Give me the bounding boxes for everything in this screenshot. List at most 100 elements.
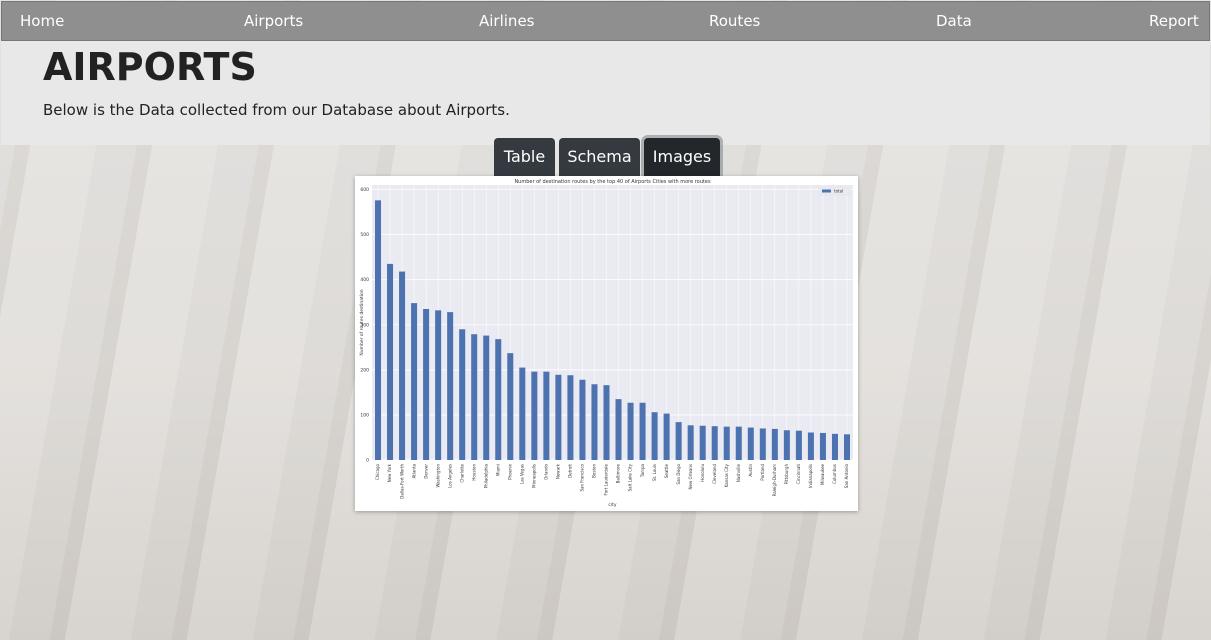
- bar: [399, 271, 406, 460]
- y-tick-label: 600: [360, 187, 369, 193]
- x-tick-label: San Antonio: [844, 463, 849, 488]
- x-axis-label: city: [608, 502, 616, 508]
- chart-image: Number of destination routes by the top …: [355, 176, 858, 511]
- chart-title: Number of destination routes by the top …: [514, 179, 711, 185]
- x-tick-label: Salt Lake City: [628, 463, 633, 491]
- x-tick-label: Newark: [556, 463, 561, 479]
- x-tick-label: Seattle: [664, 463, 669, 478]
- bar: [723, 426, 730, 460]
- nav-link[interactable]: Home: [20, 12, 65, 30]
- x-tick-label: Pittsburgh: [784, 464, 789, 485]
- x-tick-label: New Orleans: [688, 464, 693, 489]
- bar: [843, 434, 850, 460]
- x-tick-label: Raleigh-Durham: [772, 464, 777, 497]
- x-tick-label: Honolulu: [700, 464, 705, 482]
- x-tick-label: New York: [387, 463, 392, 482]
- bar: [495, 339, 502, 460]
- x-tick-label: Portland: [760, 464, 765, 481]
- bar: [759, 428, 766, 460]
- bar: [831, 433, 838, 460]
- page-title: AIRPORTS: [43, 45, 257, 89]
- plot-area: [372, 185, 853, 460]
- bar: [627, 402, 634, 460]
- y-tick-label: 300: [360, 322, 369, 328]
- y-axis-label: Number of routes destination: [359, 289, 365, 355]
- bar: [699, 425, 706, 460]
- x-tick-label: Los Angeles: [447, 464, 452, 488]
- legend-box: [818, 186, 851, 196]
- x-tick-label: Washington: [435, 464, 440, 488]
- bar: [555, 374, 562, 460]
- bar: [783, 430, 790, 460]
- nav-link[interactable]: Airlines: [479, 12, 535, 30]
- x-tick-label: Las Vegas: [520, 464, 525, 484]
- bar: [459, 329, 466, 460]
- y-tick-label: 500: [360, 232, 369, 238]
- y-tick-label: 200: [360, 367, 369, 373]
- y-tick-label: 100: [360, 412, 369, 418]
- legend-swatch: [822, 189, 831, 193]
- bar: [771, 428, 778, 460]
- x-tick-label: Charlotte: [459, 463, 464, 482]
- x-tick-label: Baltimore: [616, 463, 621, 483]
- tab-button[interactable]: Schema: [559, 138, 640, 176]
- x-tick-label: Atlanta: [411, 463, 416, 478]
- x-tick-label: Miami: [495, 464, 500, 476]
- tab-button[interactable]: Images: [644, 138, 720, 176]
- bar: [411, 303, 418, 460]
- bar: [591, 384, 598, 460]
- x-tick-label: Columbus: [832, 464, 837, 484]
- bar: [687, 425, 694, 460]
- x-tick-label: St. Louis: [652, 464, 657, 481]
- x-tick-label: Detroit: [568, 464, 573, 478]
- nav-link[interactable]: Report: [1149, 12, 1199, 30]
- x-tick-label: Phoenix: [507, 463, 512, 480]
- x-tick-label: Houston: [471, 464, 476, 481]
- bar: [471, 334, 478, 460]
- x-tick-label: Minneapolis: [532, 464, 537, 488]
- bar: [651, 412, 658, 460]
- chart: Number of destination routes by the top …: [359, 179, 853, 508]
- y-tick-label: 400: [360, 277, 369, 283]
- bar: [675, 422, 682, 460]
- x-tick-label: Denver: [423, 464, 428, 479]
- bar: [375, 200, 382, 460]
- bar: [663, 413, 670, 460]
- bar: [819, 432, 826, 460]
- bar: [507, 353, 514, 460]
- bar: [579, 379, 586, 460]
- bar: [795, 430, 802, 460]
- bar: [807, 432, 814, 460]
- bar: [567, 375, 574, 460]
- bar: [711, 426, 718, 460]
- bar: [615, 399, 622, 460]
- x-tick-label: Austin: [748, 464, 753, 477]
- x-tick-label: Kansas City: [724, 463, 729, 487]
- x-tick-label: Milwaukee: [820, 463, 825, 485]
- x-tick-label: San Diego: [676, 463, 681, 484]
- bar: [639, 402, 646, 460]
- legend-label: total: [834, 188, 843, 193]
- bar: [519, 367, 526, 460]
- x-tick-label: Dallas-Fort Worth: [399, 464, 404, 499]
- bar: [447, 312, 454, 460]
- bar: [543, 371, 550, 460]
- x-tick-label: Indianapolis: [808, 464, 813, 488]
- nav-link[interactable]: Routes: [709, 12, 761, 30]
- nav-link[interactable]: Data: [936, 12, 972, 30]
- nav-bar: Home Airports Airlines Routes Data Report: [1, 1, 1210, 41]
- x-tick-label: Chicago: [375, 463, 380, 480]
- header: AIRPORTS Below is the Data collected fro…: [1, 41, 1210, 145]
- bar: [531, 371, 538, 460]
- bar: [747, 427, 754, 460]
- x-tick-label: Tampa: [640, 463, 645, 478]
- bar: [387, 263, 394, 460]
- x-tick-label: Boston: [592, 464, 597, 478]
- tab-button[interactable]: Table: [494, 138, 555, 176]
- x-tick-label: Nashville: [736, 463, 741, 482]
- x-tick-label: Orlando: [544, 463, 549, 479]
- bar: [423, 308, 430, 460]
- x-tick-label: San Francisco: [580, 463, 585, 491]
- nav-link[interactable]: Airports: [244, 12, 304, 30]
